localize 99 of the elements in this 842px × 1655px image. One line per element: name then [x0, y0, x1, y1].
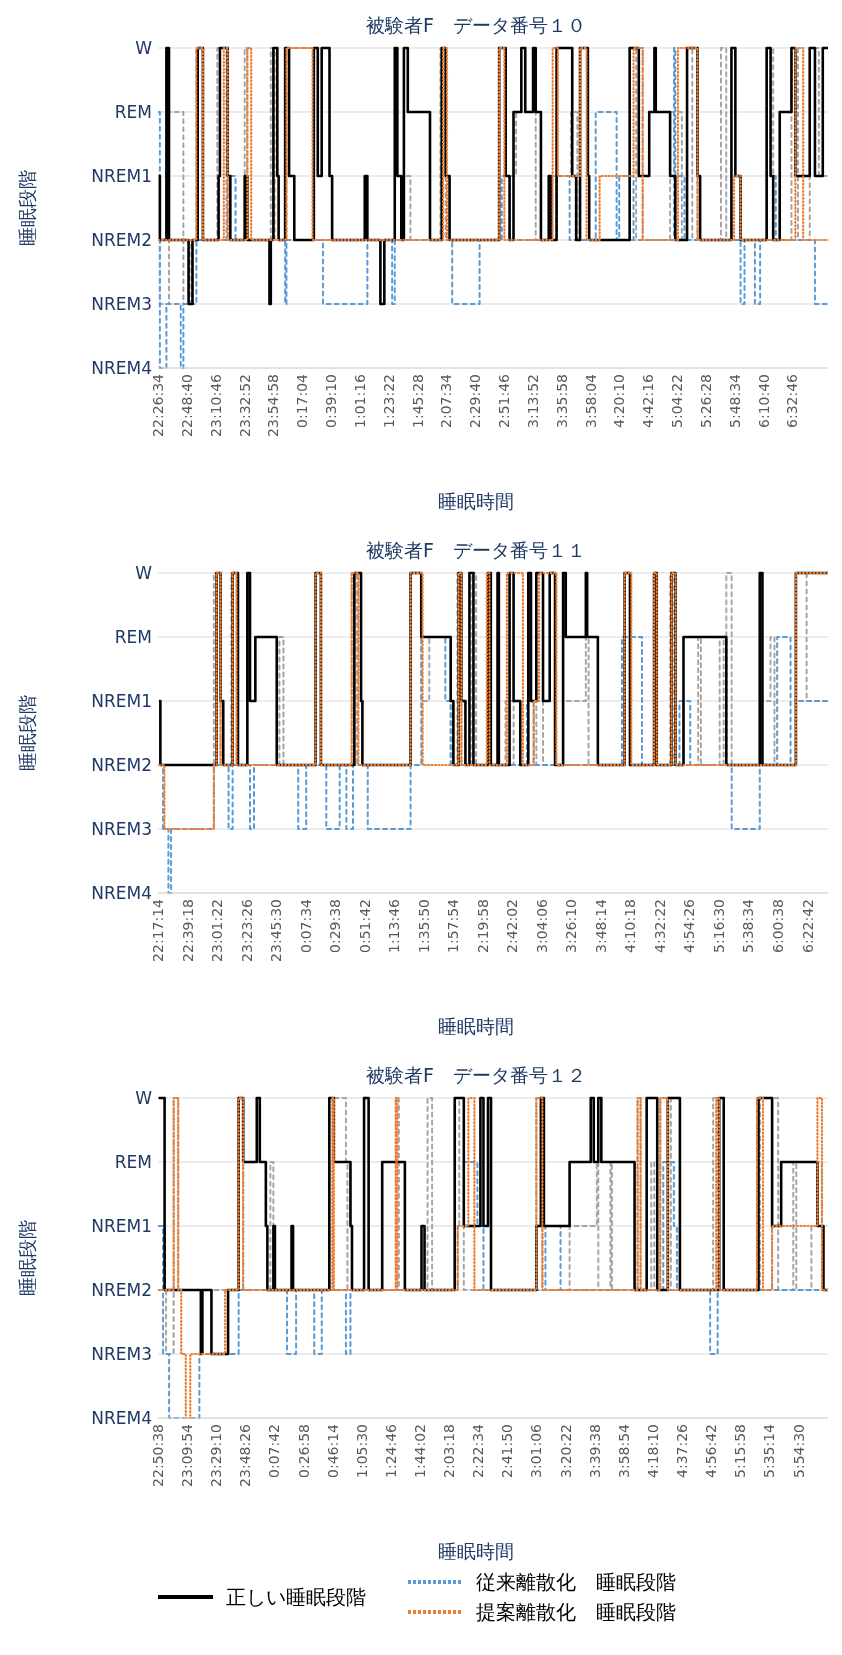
x-tick-label: 1:45:28 — [409, 374, 426, 428]
text: NREM4 — [91, 883, 152, 903]
x-tick-label: 0:46:14 — [324, 1423, 341, 1478]
x-tick-label: 3:58:04 — [582, 373, 599, 428]
x-tick-label: 5:48:34 — [726, 373, 743, 428]
x-tick-label: 6:10:40 — [755, 374, 772, 428]
x-tick-label: 1:01:16 — [351, 373, 368, 428]
x-tick-label: 3:13:52 — [524, 374, 541, 428]
text: NREM1 — [91, 166, 152, 186]
chart-title: 被験者F データ番号１１ — [366, 539, 586, 561]
x-tick-label: 0:17:04 — [294, 373, 311, 428]
x-axis-title: 睡眠時間 — [438, 1015, 514, 1037]
x-tick-label: 23:32:52 — [236, 374, 253, 437]
x-tick-label: 1:44:02 — [412, 1424, 429, 1478]
x-tick-label: 0:39:10 — [323, 374, 340, 428]
text: REM — [114, 627, 152, 647]
x-tick-label: 2:19:58 — [474, 899, 491, 953]
x-tick-label: 1:23:22 — [380, 374, 397, 428]
x-tick-label: 5:35:14 — [761, 1423, 778, 1478]
text: W — [135, 38, 153, 58]
x-tick-label: 3:20:22 — [557, 1424, 574, 1478]
x-tick-label: 3:39:38 — [586, 1424, 603, 1478]
x-tick-label: 3:35:58 — [553, 374, 570, 428]
x-tick-label: 2:03:18 — [441, 1424, 458, 1478]
x-tick-label: 23:48:26 — [237, 1423, 254, 1487]
x-tick-label: 1:35:50 — [415, 899, 432, 953]
x-tick-label: 22:39:18 — [179, 899, 196, 962]
x-axis-title: 睡眠時間 — [438, 1540, 514, 1562]
x-tick-label: 23:09:54 — [179, 1423, 196, 1487]
legend-label: 正しい睡眠段階 — [226, 1585, 366, 1609]
x-tick-label: 3:04:06 — [533, 898, 550, 953]
x-tick-label: 22:17:14 — [150, 898, 166, 962]
x-tick-label: 2:07:34 — [438, 373, 455, 428]
x-tick-label: 0:07:42 — [266, 1424, 283, 1478]
text: NREM2 — [91, 230, 152, 250]
legend-label: 従来離散化 睡眠段階 — [476, 1570, 676, 1594]
text: NREM2 — [91, 1280, 152, 1300]
x-tick-label: 1:05:30 — [353, 1424, 370, 1478]
x-tick-label: 2:29:40 — [467, 374, 484, 428]
x-tick-label: 22:26:34 — [150, 373, 166, 437]
text: NREM1 — [91, 691, 152, 711]
x-tick-label: 23:10:46 — [207, 373, 224, 437]
x-tick-label: 2:51:46 — [496, 373, 513, 428]
x-tick-label: 0:26:58 — [295, 1424, 312, 1478]
x-tick-label: 23:29:10 — [208, 1424, 225, 1487]
text: NREM4 — [91, 1408, 152, 1428]
x-axis-title: 睡眠時間 — [438, 490, 514, 512]
x-tick-label: 1:24:46 — [382, 1423, 399, 1478]
text: NREM4 — [91, 358, 152, 378]
text: NREM3 — [91, 294, 152, 314]
x-tick-label: 4:32:22 — [651, 899, 668, 953]
text: REM — [114, 1152, 152, 1172]
x-tick-label: 6:22:42 — [799, 899, 816, 953]
x-tick-label: 3:01:06 — [528, 1423, 545, 1478]
x-tick-label: 0:51:42 — [356, 899, 373, 953]
x-tick-label: 2:42:02 — [504, 899, 521, 953]
text: NREM3 — [91, 819, 152, 839]
x-tick-label: 1:57:54 — [445, 898, 462, 953]
x-tick-label: 6:32:46 — [784, 373, 801, 428]
text: W — [135, 1088, 153, 1108]
x-tick-label: 6:00:38 — [770, 899, 787, 953]
x-tick-label: 23:45:30 — [268, 899, 285, 962]
text: NREM1 — [91, 1216, 152, 1236]
x-tick-label: 4:37:26 — [674, 1423, 691, 1478]
x-tick-label: 5:38:34 — [740, 898, 757, 953]
x-tick-label: 23:54:58 — [265, 374, 282, 437]
text: W — [135, 563, 153, 583]
x-tick-label: 3:48:14 — [592, 898, 609, 953]
x-tick-label: 4:18:10 — [644, 1424, 661, 1478]
text: REM — [114, 102, 152, 122]
x-tick-label: 22:50:38 — [150, 1424, 166, 1487]
y-axis-title: 睡眠段階 — [16, 1220, 38, 1296]
x-tick-label: 4:10:18 — [622, 899, 639, 953]
x-tick-label: 5:04:22 — [669, 374, 686, 428]
y-axis-title: 睡眠段階 — [16, 170, 38, 246]
x-tick-label: 4:54:26 — [681, 898, 698, 953]
chart-title: 被験者F データ番号１２ — [366, 1064, 586, 1086]
x-tick-label: 3:26:10 — [563, 899, 580, 953]
x-tick-label: 4:20:10 — [611, 374, 628, 428]
text: NREM3 — [91, 1344, 152, 1364]
x-tick-label: 0:29:38 — [327, 899, 344, 953]
x-tick-label: 5:16:30 — [710, 899, 727, 953]
x-tick-label: 5:15:58 — [732, 1424, 749, 1478]
x-tick-label: 23:23:26 — [238, 898, 255, 962]
x-tick-label: 23:01:22 — [209, 899, 226, 962]
y-axis-title: 睡眠段階 — [16, 695, 38, 771]
x-tick-label: 3:58:54 — [615, 1423, 632, 1478]
x-tick-label: 1:13:46 — [386, 898, 403, 953]
x-tick-label: 0:07:34 — [297, 898, 314, 953]
x-tick-label: 2:41:50 — [499, 1424, 516, 1478]
chart-title: 被験者F データ番号１０ — [366, 14, 586, 36]
x-tick-label: 5:54:30 — [790, 1424, 807, 1478]
x-tick-label: 22:48:40 — [178, 374, 195, 437]
x-tick-label: 5:26:28 — [697, 374, 714, 428]
text: NREM2 — [91, 755, 152, 775]
x-tick-label: 4:42:16 — [640, 373, 657, 428]
legend-label: 提案離散化 睡眠段階 — [476, 1600, 676, 1624]
x-tick-label: 2:22:34 — [470, 1423, 487, 1478]
x-tick-label: 4:56:42 — [703, 1424, 720, 1478]
